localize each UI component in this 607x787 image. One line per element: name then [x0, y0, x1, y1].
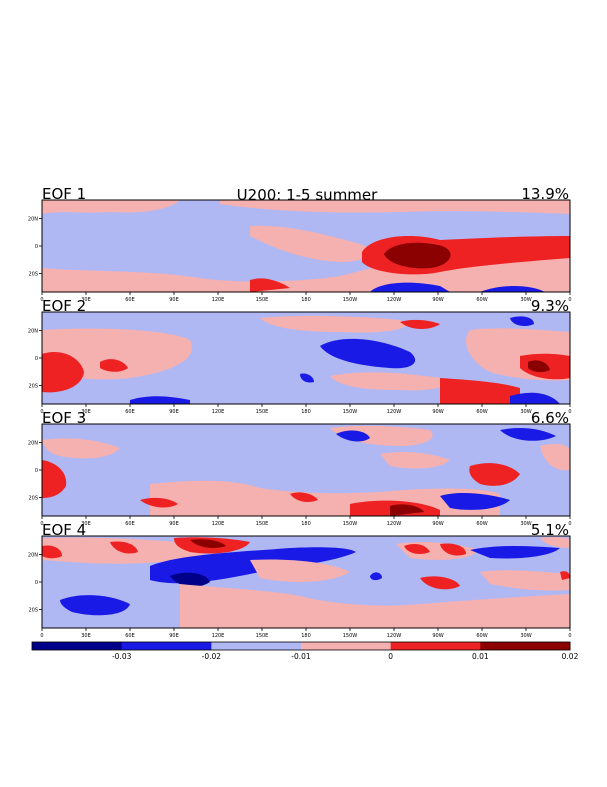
lat-tick-label: 0: [35, 356, 38, 362]
lat-tick-label: 20S: [28, 272, 38, 278]
lat-tick-label: 20N: [28, 440, 38, 446]
colorbar-segment: [480, 642, 571, 650]
lon-tick-label: 150E: [256, 633, 269, 639]
map-axes: 0 30E 60E 90E 120E 150E 180 150W 120W 90W 60W 30W 0 2…: [28, 216, 572, 639]
lon-tick-label: 120W: [387, 633, 402, 639]
lon-tick-label: 120W: [387, 409, 402, 415]
lon-tick-label: 150W: [343, 633, 358, 639]
lon-tick-label: 60W: [476, 409, 487, 415]
contour-field: [42, 424, 570, 516]
contour-field: [42, 312, 570, 404]
lon-tick-label: 30W: [520, 633, 531, 639]
lon-tick-label: 30W: [520, 521, 531, 527]
lon-tick-label: 30E: [81, 409, 91, 415]
colorbar-segment: [121, 642, 212, 650]
panel-variance: 6.6%: [531, 409, 569, 427]
lat-tick-label: 0: [35, 580, 38, 586]
lat-tick-label: 20S: [28, 608, 38, 614]
lat-tick-label: 0: [35, 244, 38, 250]
lon-tick-label: 60W: [476, 521, 487, 527]
lon-tick-label: 90W: [432, 633, 443, 639]
lon-tick-label: 0: [40, 521, 43, 527]
lat-tick-label: 0: [35, 468, 38, 474]
lon-tick-label: 180: [301, 297, 311, 303]
lon-tick-label: 180: [301, 521, 311, 527]
lon-tick-label: 60E: [125, 521, 135, 527]
panel-label: EOF 3: [42, 409, 86, 427]
eof-panel-3: EOF 3 6.6%: [41, 409, 571, 517]
lon-tick-label: 120E: [212, 409, 225, 415]
panel-variance: 13.9%: [521, 185, 569, 203]
lon-tick-label: 180: [301, 633, 311, 639]
lon-tick-label: 150W: [343, 297, 358, 303]
colorbar-label: 0.01: [472, 652, 489, 661]
lon-tick-label: 0: [568, 633, 571, 639]
lon-tick-label: 120W: [387, 521, 402, 527]
lon-tick-label: 90E: [169, 633, 179, 639]
colorbar-segment: [390, 642, 481, 650]
colorbar-segment: [301, 642, 392, 650]
eof-panel-1: EOF 1 13.9%: [41, 185, 571, 293]
contour-field: [42, 536, 570, 628]
lon-tick-label: 120E: [212, 297, 225, 303]
panel-label: EOF 1: [42, 185, 86, 203]
lon-tick-label: 60E: [125, 633, 135, 639]
lon-tick-label: 150W: [343, 521, 358, 527]
colorbar-label: -0.03: [112, 652, 132, 661]
lat-tick-label: 20N: [28, 552, 38, 558]
lat-tick-label: 20N: [28, 216, 38, 222]
lon-tick-label: 60E: [125, 409, 135, 415]
lon-tick-label: 90E: [169, 521, 179, 527]
lon-tick-label: 150E: [256, 521, 269, 527]
eof-panel-4: EOF 4 5.1%: [41, 521, 571, 629]
lon-tick-label: 30W: [520, 297, 531, 303]
lon-tick-label: 150E: [256, 409, 269, 415]
lon-tick-label: 30E: [81, 521, 91, 527]
lon-tick-label: 150W: [343, 409, 358, 415]
panel-variance: 5.1%: [531, 521, 569, 539]
lon-tick-label: 0: [568, 297, 571, 303]
lon-tick-label: 150E: [256, 297, 269, 303]
lon-tick-label: 180: [301, 409, 311, 415]
lon-tick-label: 30E: [81, 633, 91, 639]
colorbar-segment: [32, 642, 123, 650]
lat-tick-label: 20S: [28, 384, 38, 390]
colorbar-label: -0.01: [291, 652, 311, 661]
lon-tick-label: 120W: [387, 297, 402, 303]
panel-variance: 9.3%: [531, 297, 569, 315]
colorbar-frame: [31, 641, 571, 651]
lon-tick-label: 120E: [212, 633, 225, 639]
lon-tick-label: 0: [568, 409, 571, 415]
lon-tick-label: 60W: [476, 297, 487, 303]
lon-tick-label: 0: [40, 297, 43, 303]
lon-tick-label: 0: [568, 521, 571, 527]
lat-tick-label: 20N: [28, 328, 38, 334]
lon-tick-label: 60W: [476, 633, 487, 639]
lon-tick-label: 60E: [125, 297, 135, 303]
lon-tick-label: 30W: [520, 409, 531, 415]
panel-label: EOF 4: [42, 521, 86, 539]
eof-panel-2: EOF 2 9.3%: [41, 297, 571, 405]
colorbar-label: 0: [388, 652, 393, 661]
lon-tick-label: 30E: [81, 297, 91, 303]
lon-tick-label: 90W: [432, 521, 443, 527]
lon-tick-label: 0: [40, 633, 43, 639]
lon-tick-label: 90W: [432, 409, 443, 415]
lon-tick-label: 0: [40, 409, 43, 415]
lat-tick-label: 20S: [28, 496, 38, 502]
contour-field: [42, 200, 570, 292]
colorbar-label: 0.02: [562, 652, 579, 661]
colorbar-segment: [211, 642, 302, 650]
lon-tick-label: 120E: [212, 521, 225, 527]
panel-label: EOF 2: [42, 297, 86, 315]
colorbar-label: -0.02: [202, 652, 222, 661]
lon-tick-label: 90E: [169, 297, 179, 303]
lon-tick-label: 90E: [169, 409, 179, 415]
lon-tick-label: 90W: [432, 297, 443, 303]
